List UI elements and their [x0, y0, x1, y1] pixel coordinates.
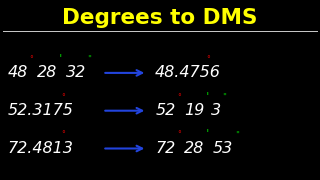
Text: ': '	[206, 91, 209, 104]
Text: 28: 28	[184, 141, 204, 156]
Text: °: °	[177, 130, 181, 140]
Text: °: °	[61, 93, 65, 102]
Text: 3: 3	[211, 103, 221, 118]
Text: °: °	[61, 130, 65, 140]
Text: 28: 28	[37, 65, 57, 80]
Text: 48: 48	[8, 65, 28, 80]
Text: 32: 32	[66, 65, 86, 80]
Text: °: °	[177, 93, 181, 102]
Text: 72.4813: 72.4813	[8, 141, 74, 156]
Text: ': '	[59, 53, 62, 66]
Text: 53: 53	[213, 141, 233, 156]
Text: Degrees to DMS: Degrees to DMS	[62, 8, 258, 28]
Text: 52: 52	[155, 103, 175, 118]
Text: '': ''	[87, 55, 92, 64]
Text: 72: 72	[155, 141, 175, 156]
Text: ': '	[206, 129, 209, 141]
Text: 52.3175: 52.3175	[8, 103, 74, 118]
Text: 19: 19	[184, 103, 204, 118]
Text: °: °	[206, 55, 210, 64]
Text: '': ''	[235, 130, 240, 140]
Text: °: °	[29, 55, 33, 64]
Text: '': ''	[222, 93, 228, 102]
Text: 48.4756: 48.4756	[155, 65, 221, 80]
